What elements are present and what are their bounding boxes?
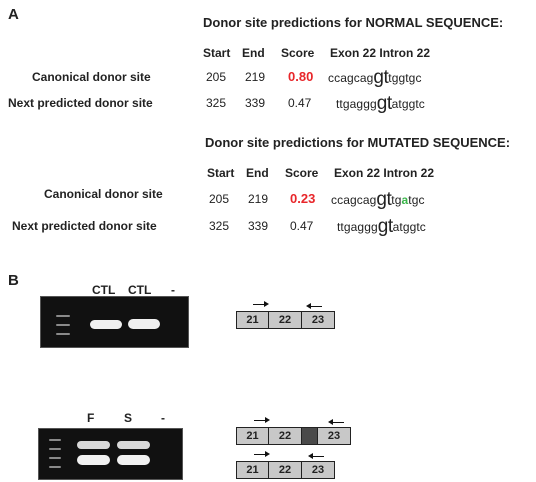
reverse-primer-arrow [306,303,322,309]
col-exon-intron-mut: Exon 22 Intron 22 [334,166,435,180]
mutated-next-label: Next predicted donor site [12,219,157,233]
mutated-next-sequence: ttgaggggtatggtc [337,216,426,237]
col-score: Score [281,46,315,60]
ladder-band [49,466,61,468]
mutated-next-start: 325 [209,219,230,233]
gel2-lane1-label: F [87,411,95,425]
reverse-primer-arrow [308,453,324,459]
normal-next-end: 339 [245,96,266,110]
mutated-canonical-end: 219 [248,192,269,206]
gel2-band-lane1-lower [77,455,110,465]
gel2-band-lane2-lower [117,455,150,465]
col-end-mut: End [246,166,269,180]
ladder-band [49,448,61,450]
col-exon-intron: Exon 22 Intron 22 [330,46,431,60]
panel-b-label: B [8,272,19,289]
exon-21: 21 [236,311,269,329]
forward-primer-arrow [253,301,269,307]
col-start-mut: Start [207,166,235,180]
mutated-next-end: 339 [248,219,269,233]
retained-intron-segment [301,427,318,445]
exon-23: 23 [301,461,335,479]
col-start: Start [203,46,231,60]
mutation-base: a [401,193,409,207]
exon-23: 23 [301,311,335,329]
exon-22: 22 [268,311,302,329]
normal-heading: Donor site predictions for NORMAL SEQUEN… [203,15,504,30]
normal-canonical-start: 205 [206,70,227,84]
mutated-canonical-start: 205 [209,192,230,206]
exon-22: 22 [268,461,302,479]
col-score-mut: Score [285,166,319,180]
normal-next-start: 325 [206,96,227,110]
ladder-band [56,333,70,335]
col-end: End [242,46,265,60]
mutated-canonical-sequence: ccagcaggttgatgc [331,189,425,210]
normal-canonical-label: Canonical donor site [32,70,151,84]
ladder-band [56,324,70,326]
reverse-primer-arrow [328,419,344,425]
exon-23: 23 [317,427,351,445]
exon-21: 21 [236,461,269,479]
normal-next-sequence: ttgaggggtatggtc [336,93,425,114]
mutated-canonical-score: 0.23 [290,191,316,206]
ladder-band [49,457,61,459]
panel-a-label: A [8,6,19,23]
normal-canonical-score: 0.80 [288,69,314,84]
gel1-lane1-label: CTL [92,283,116,297]
exon-22: 22 [268,427,302,445]
ladder-band [56,315,70,317]
mutated-canonical-label: Canonical donor site [44,187,163,201]
forward-primer-arrow [254,417,270,423]
gel2-lane3-label: - [161,411,165,425]
gel1-lane3-label: - [171,283,175,297]
gel-2-image [38,428,183,480]
gel-1-image [40,296,189,348]
normal-next-score: 0.47 [288,96,312,110]
ladder-band [49,439,61,441]
gel1-lane2-label: CTL [128,283,152,297]
normal-next-label: Next predicted donor site [8,96,153,110]
gel2-band-lane1-upper [77,441,110,449]
mutated-next-score: 0.47 [290,219,314,233]
gel2-lane2-label: S [124,411,133,425]
gel1-band-lane1 [90,320,122,329]
normal-canonical-end: 219 [245,70,266,84]
mutated-heading: Donor site predictions for MUTATED SEQUE… [205,135,511,150]
gel2-band-lane2-upper [117,441,150,449]
exon-21: 21 [236,427,269,445]
forward-primer-arrow [254,451,270,457]
normal-canonical-sequence: ccagcaggttggtgc [328,67,422,88]
gel1-band-lane2 [128,319,160,329]
